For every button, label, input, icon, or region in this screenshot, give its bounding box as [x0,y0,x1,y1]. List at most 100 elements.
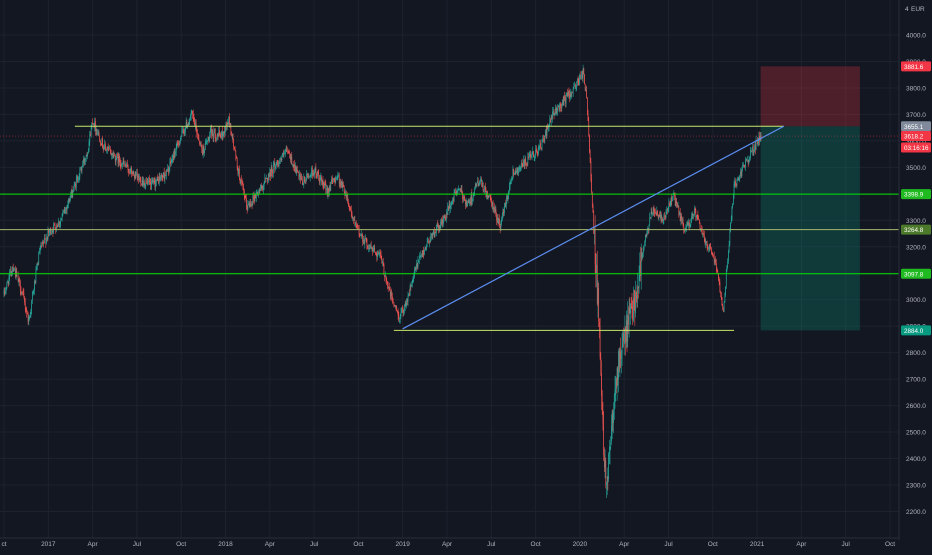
candle-body [605,460,607,485]
candle-body [411,284,412,286]
candle-body [384,275,386,277]
candle-body [426,242,428,246]
candle-body [131,168,132,174]
price-tick-label: 2500.0 [906,430,926,437]
candle-body [449,203,451,209]
candle-body [163,172,164,178]
candle-body [526,164,528,166]
candle-body [637,287,639,299]
candle-body [285,149,287,151]
candle-body [161,174,163,178]
candle-body [240,179,242,183]
candle-body [173,151,175,161]
candle-body [757,139,758,144]
candle-body [195,122,196,126]
candle-body [642,253,643,258]
candle-body [272,171,273,174]
candle-body [523,159,524,167]
candle-body [303,176,305,185]
candle-body [417,259,419,268]
candle-body [740,171,742,177]
candle-body [42,242,44,243]
candle-body [511,178,512,181]
candle-body [187,123,189,125]
candle-body [706,241,708,249]
candle-body [502,209,504,214]
stop-loss-zone[interactable] [760,66,860,127]
candle-body [491,202,493,206]
candle-body [631,306,633,309]
candle-body [87,152,88,157]
candle-body [402,309,404,313]
take-profit-zone[interactable] [760,126,860,331]
position-tool[interactable] [760,66,860,331]
candle-body [39,248,41,252]
candle-body [78,180,79,182]
candle-body [99,136,101,142]
candle-body [141,180,143,185]
candle-body [506,196,507,205]
candle-body [139,178,140,181]
candle-body [589,135,590,153]
candle-body [708,244,710,248]
candle-body [524,159,526,165]
candle-body [142,180,144,186]
candle-body [117,155,119,164]
candle-body [355,222,357,226]
axis-badge [901,131,931,142]
candle-body [226,122,228,127]
candle-body [604,460,606,468]
axis-badge [901,61,931,72]
candle-body [85,158,86,161]
candle-body [289,152,290,155]
candle-body [191,110,193,112]
candle-body [77,177,79,182]
candle-body [372,247,373,252]
candle-body [124,164,126,167]
candle-body [662,219,664,222]
candle-body [552,111,554,113]
candle-body [273,162,275,166]
candle-body [157,176,159,179]
candle-body [376,254,378,257]
candle-body [197,134,199,139]
candle-body [121,165,123,167]
candle-body [118,156,120,164]
candle-body [470,193,472,205]
candle-body [4,290,6,294]
candle-body [382,261,384,265]
candle-body [696,215,698,216]
candle-body [718,274,719,280]
candle-body [351,213,353,219]
time-axis[interactable]: ct 2017 Apr Jul Oct 2018 Apr Jul Oct 2019 Apr Jul Oc… [0,537,899,548]
trend-line[interactable] [402,125,784,330]
candle-body [455,192,456,194]
candle-body [550,119,551,123]
candle-body [740,171,741,176]
candle-body [705,243,707,244]
candle-body [88,141,90,150]
candle-body [457,190,458,191]
candle-body [49,232,50,233]
candle-body [185,127,186,132]
candle-body [465,199,466,205]
candle-body [324,183,325,189]
horizontal-levels[interactable] [0,125,899,331]
candle-body [453,192,455,202]
candle-body [700,228,702,230]
candle-body [281,156,283,160]
candle-body [426,245,427,250]
candle-body [460,188,461,192]
candle-body [134,174,135,179]
candle-body [380,252,381,255]
candle-body [643,245,645,249]
candle-body [710,247,712,249]
candle-body [182,129,184,132]
candle-body [520,166,522,168]
currency-label: EUR [911,6,925,13]
candle-body [263,183,265,186]
trend-line-segment[interactable] [402,125,784,330]
candle-body [97,132,99,134]
candle-body [613,410,614,423]
